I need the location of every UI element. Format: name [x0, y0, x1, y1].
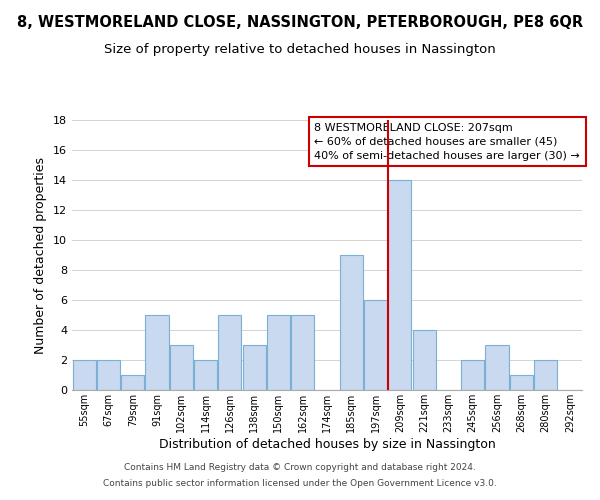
Bar	[73, 360, 95, 390]
Bar	[97, 360, 120, 390]
Bar	[218, 315, 241, 390]
Bar	[485, 345, 509, 390]
Text: Contains HM Land Registry data © Crown copyright and database right 2024.: Contains HM Land Registry data © Crown c…	[124, 464, 476, 472]
Bar	[145, 315, 169, 390]
Bar	[510, 375, 533, 390]
Bar	[388, 180, 412, 390]
Bar	[121, 375, 144, 390]
Bar	[170, 345, 193, 390]
Text: Size of property relative to detached houses in Nassington: Size of property relative to detached ho…	[104, 42, 496, 56]
Y-axis label: Number of detached properties: Number of detached properties	[34, 156, 47, 354]
Bar	[242, 345, 266, 390]
Bar	[340, 255, 363, 390]
X-axis label: Distribution of detached houses by size in Nassington: Distribution of detached houses by size …	[158, 438, 496, 450]
Text: Contains public sector information licensed under the Open Government Licence v3: Contains public sector information licen…	[103, 478, 497, 488]
Bar	[364, 300, 387, 390]
Text: 8, WESTMORELAND CLOSE, NASSINGTON, PETERBOROUGH, PE8 6QR: 8, WESTMORELAND CLOSE, NASSINGTON, PETER…	[17, 15, 583, 30]
Bar	[413, 330, 436, 390]
Bar	[291, 315, 314, 390]
Bar	[194, 360, 217, 390]
Bar	[534, 360, 557, 390]
Bar	[461, 360, 484, 390]
Text: 8 WESTMORELAND CLOSE: 207sqm
← 60% of detached houses are smaller (45)
40% of se: 8 WESTMORELAND CLOSE: 207sqm ← 60% of de…	[314, 122, 580, 160]
Bar	[267, 315, 290, 390]
